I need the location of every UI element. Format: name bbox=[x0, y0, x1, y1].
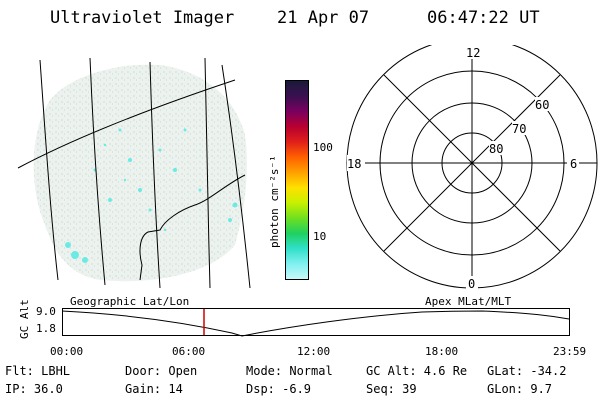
status-glon: GLon: 9.7 bbox=[487, 382, 553, 396]
colorbar-tick-10: 10 bbox=[313, 230, 327, 243]
timeline-x-tick-0600: 06:00 bbox=[172, 345, 206, 358]
status-gc-alt: GC Alt: 4.6 Re bbox=[366, 364, 468, 378]
colorbar-unit-label: photon cm⁻²s⁻¹ bbox=[268, 155, 281, 248]
date-label: 21 Apr 07 bbox=[277, 8, 370, 28]
timeline-x-tick-1200: 12:00 bbox=[297, 345, 331, 358]
polar-mlat-mlt-plot: 12 18 6 0 60 70 80 bbox=[346, 45, 598, 291]
status-door: Door: Open bbox=[125, 364, 198, 378]
mlat-label-60: 60 bbox=[535, 98, 549, 112]
mlat-label-80: 80 bbox=[489, 142, 503, 156]
altitude-curve bbox=[62, 310, 570, 337]
timeline-y-tick-low: 1.8 bbox=[36, 322, 56, 335]
mlt-label-12: 12 bbox=[466, 46, 480, 60]
color-scale-bar bbox=[285, 80, 309, 280]
timeline-y-tick-high: 9.0 bbox=[36, 305, 56, 318]
status-glat: GLat: -34.2 bbox=[487, 364, 567, 378]
earth-disk-image bbox=[33, 64, 247, 282]
mlat-label-70: 70 bbox=[512, 122, 526, 136]
mlt-label-6: 6 bbox=[570, 157, 577, 171]
timeline-x-tick-2359: 23:59 bbox=[553, 345, 587, 358]
polar-diagonal-2 bbox=[383, 74, 561, 252]
geographic-image-panel bbox=[17, 57, 251, 289]
time-label: 06:47:22 UT bbox=[427, 8, 540, 28]
coastline bbox=[139, 174, 246, 281]
status-ip: IP: 36.0 bbox=[5, 382, 63, 396]
status-gain: Gain: 14 bbox=[125, 382, 183, 396]
instrument-title: Ultraviolet Imager bbox=[50, 8, 235, 28]
status-dsp: Dsp: -6.9 bbox=[246, 382, 312, 396]
timeline-right-label: Apex MLat/MLT bbox=[425, 295, 512, 308]
timeline-y-axis-title: GC Alt bbox=[18, 299, 31, 339]
timeline-left-label: Geographic Lat/Lon bbox=[70, 295, 190, 308]
mlt-label-18: 18 bbox=[347, 157, 361, 171]
colorbar-tick-100: 100 bbox=[313, 141, 333, 154]
status-mode: Mode: Normal bbox=[246, 364, 333, 378]
status-filter: Flt: LBHL bbox=[5, 364, 71, 378]
timeline-x-tick-1800: 18:00 bbox=[425, 345, 459, 358]
altitude-timeline-plot bbox=[62, 308, 570, 337]
mlt-label-0: 0 bbox=[468, 277, 475, 291]
geographic-grid-lines bbox=[17, 57, 251, 289]
timeline-x-tick-0000: 00:00 bbox=[50, 345, 84, 358]
status-seq: Seq: 39 bbox=[366, 382, 417, 396]
